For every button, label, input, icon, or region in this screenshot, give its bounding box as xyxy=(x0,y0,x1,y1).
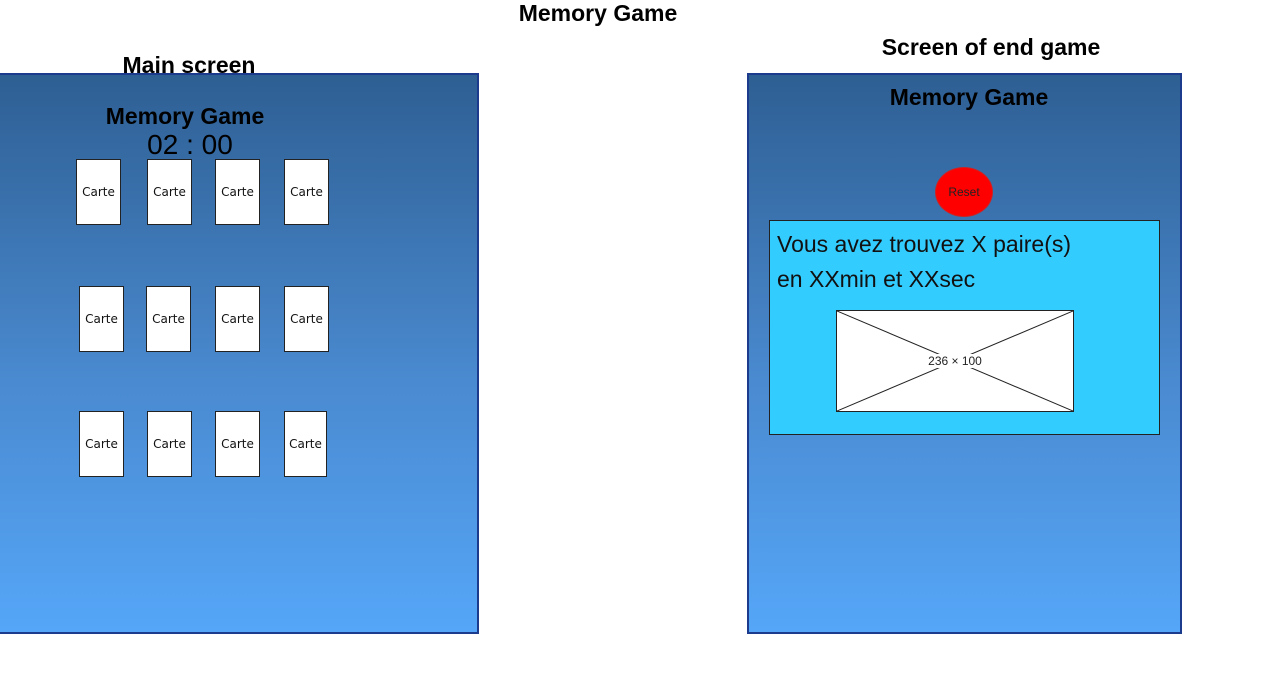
card[interactable]: Carte xyxy=(79,286,124,352)
result-found-pairs: Vous avez trouvez X paire(s) xyxy=(777,231,1072,257)
card[interactable]: Carte xyxy=(284,159,329,225)
reset-button[interactable]: Reset xyxy=(935,167,993,217)
card[interactable]: Carte xyxy=(284,286,329,352)
result-elapsed-time: en XXmin et XXsec xyxy=(777,266,976,292)
main-app-title: Memory Game xyxy=(105,103,265,129)
document-title: Memory Game xyxy=(518,0,678,26)
image-placeholder: 236 × 100 xyxy=(836,310,1074,412)
card[interactable]: Carte xyxy=(79,411,124,477)
card[interactable]: Carte xyxy=(215,159,260,225)
card[interactable]: Carte xyxy=(215,411,260,477)
card[interactable]: Carte xyxy=(147,411,192,477)
card[interactable]: Carte xyxy=(284,411,327,477)
timer: 02 : 00 xyxy=(147,129,233,160)
end-screen-caption: Screen of end game xyxy=(881,34,1101,60)
end-app-title: Memory Game xyxy=(889,84,1049,110)
card[interactable]: Carte xyxy=(147,159,192,225)
card[interactable]: Carte xyxy=(146,286,191,352)
card[interactable]: Carte xyxy=(215,286,260,352)
image-placeholder-label: 236 × 100 xyxy=(927,354,983,368)
card[interactable]: Carte xyxy=(76,159,121,225)
